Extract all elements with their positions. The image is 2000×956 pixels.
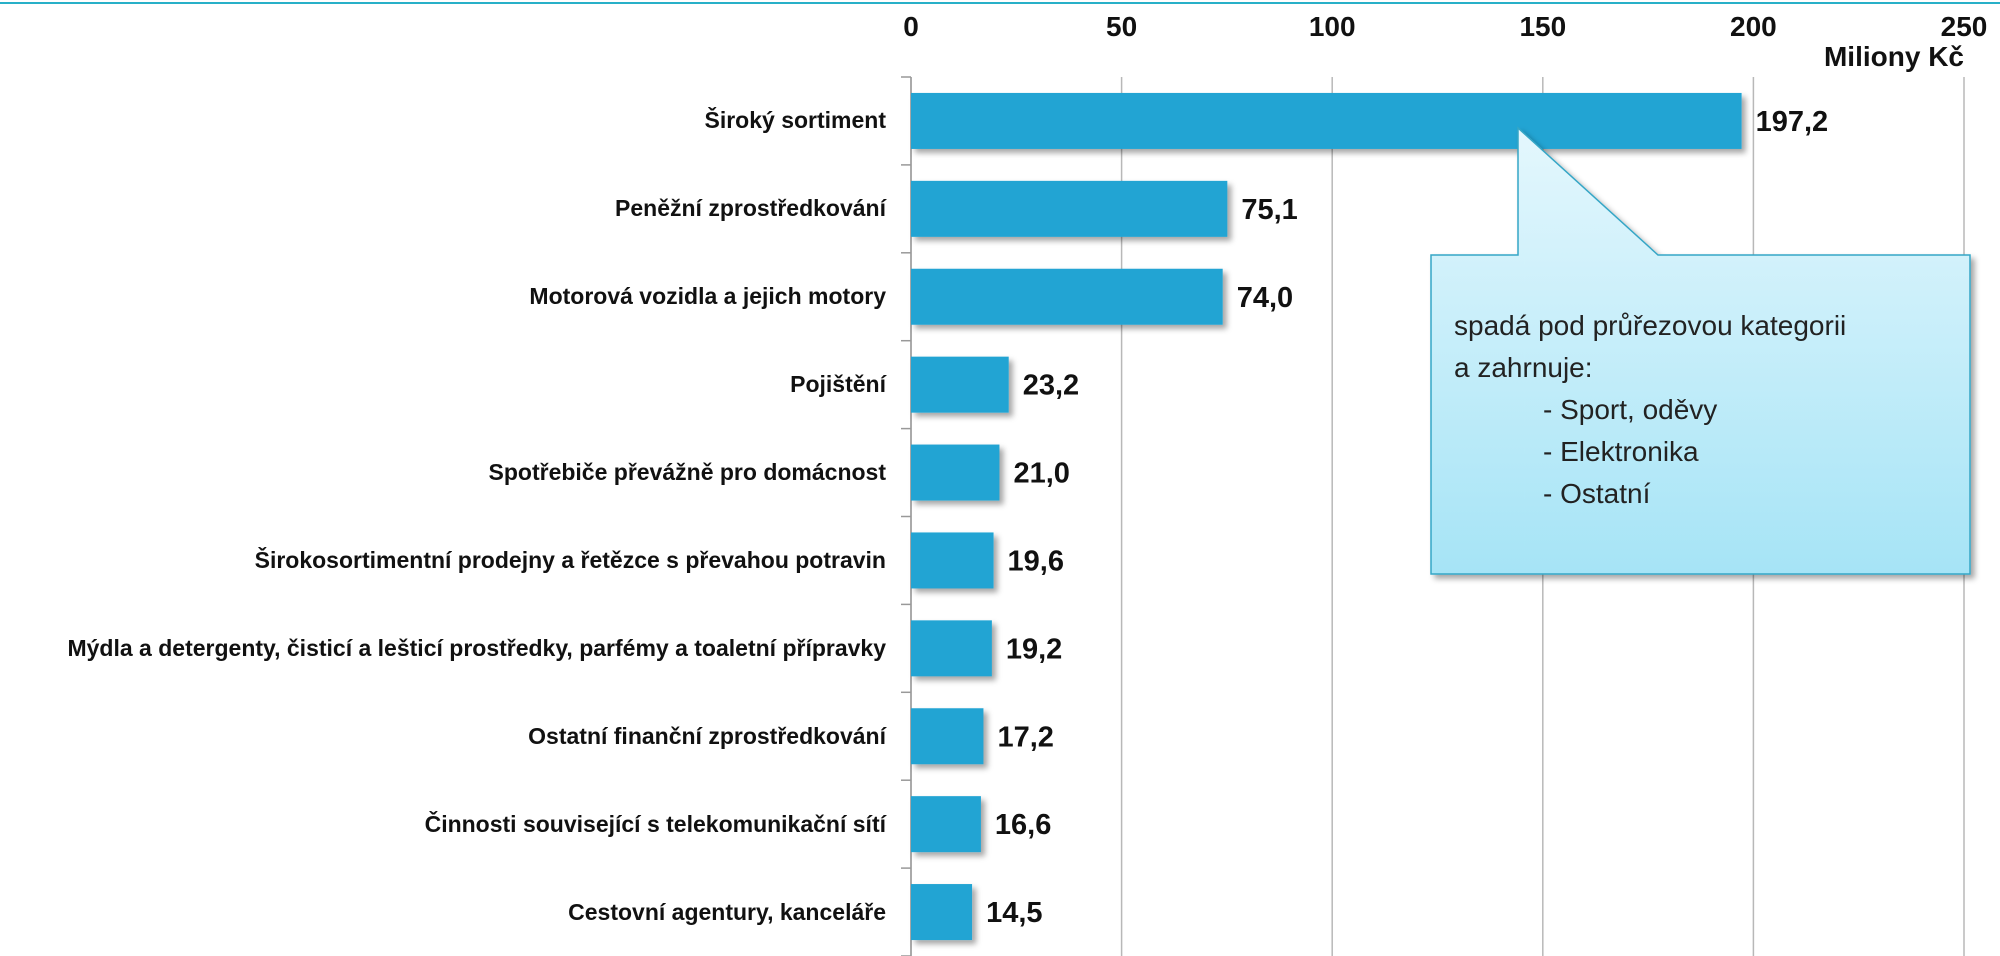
x-tick-label: 0 [903,11,919,42]
bar [911,708,984,765]
y-tick-label: Cestovní agentury, kanceláře [568,898,886,925]
x-tick-label: 250 [1941,11,1988,42]
value-label: 23,2 [1023,370,1079,402]
bar [911,532,994,589]
annotation-line: - Sport, oděvy [1543,394,1718,425]
value-label: 16,6 [995,809,1051,841]
value-label: 19,6 [1008,545,1064,577]
bar [911,620,992,677]
bar [911,356,1009,413]
bar [911,92,1742,149]
bar [911,268,1223,325]
value-label: 75,1 [1241,194,1297,226]
y-tick-label: Široký sortiment [704,107,887,134]
callout-box [1430,126,1971,575]
x-tick-label: 150 [1519,11,1566,42]
value-label: 17,2 [997,721,1053,753]
y-tick-label: Peněžní zprostředkování [615,195,886,222]
bar [911,444,1000,501]
annotation-line: - Ostatní [1543,478,1651,509]
y-tick-label: Činnosti související s telekomunikační s… [424,810,886,837]
value-label: 74,0 [1237,282,1293,314]
x-tick-label: 100 [1309,11,1356,42]
bar [911,180,1228,237]
y-tick-label: Motorová vozidla a jejich motory [529,283,886,310]
value-label: 197,2 [1756,106,1829,138]
y-tick-label: Pojištění [790,371,886,398]
y-tick-label: Ostatní finanční zprostředkování [528,722,886,749]
bar [911,796,981,853]
annotation-line: - Elektronika [1543,436,1699,467]
value-label: 21,0 [1013,458,1069,490]
annotation-line: spadá pod průřezovou kategorii [1454,310,1847,341]
annotation-line: a zahrnuje: [1454,352,1593,383]
y-tick-label: Širokosortimentní prodejny a řetězce s p… [254,546,886,573]
value-label: 14,5 [986,897,1042,929]
y-tick-label: Spotřebiče převážně pro domácnost [488,459,886,486]
x-axis-label: Miliony Kč [1824,41,1964,72]
bar [911,884,973,941]
x-tick-label: 200 [1730,11,1777,42]
value-label: 19,2 [1006,633,1062,665]
x-tick-label: 50 [1106,11,1137,42]
y-tick-label: Mýdla a detergenty, čisticí a lešticí pr… [67,634,886,661]
